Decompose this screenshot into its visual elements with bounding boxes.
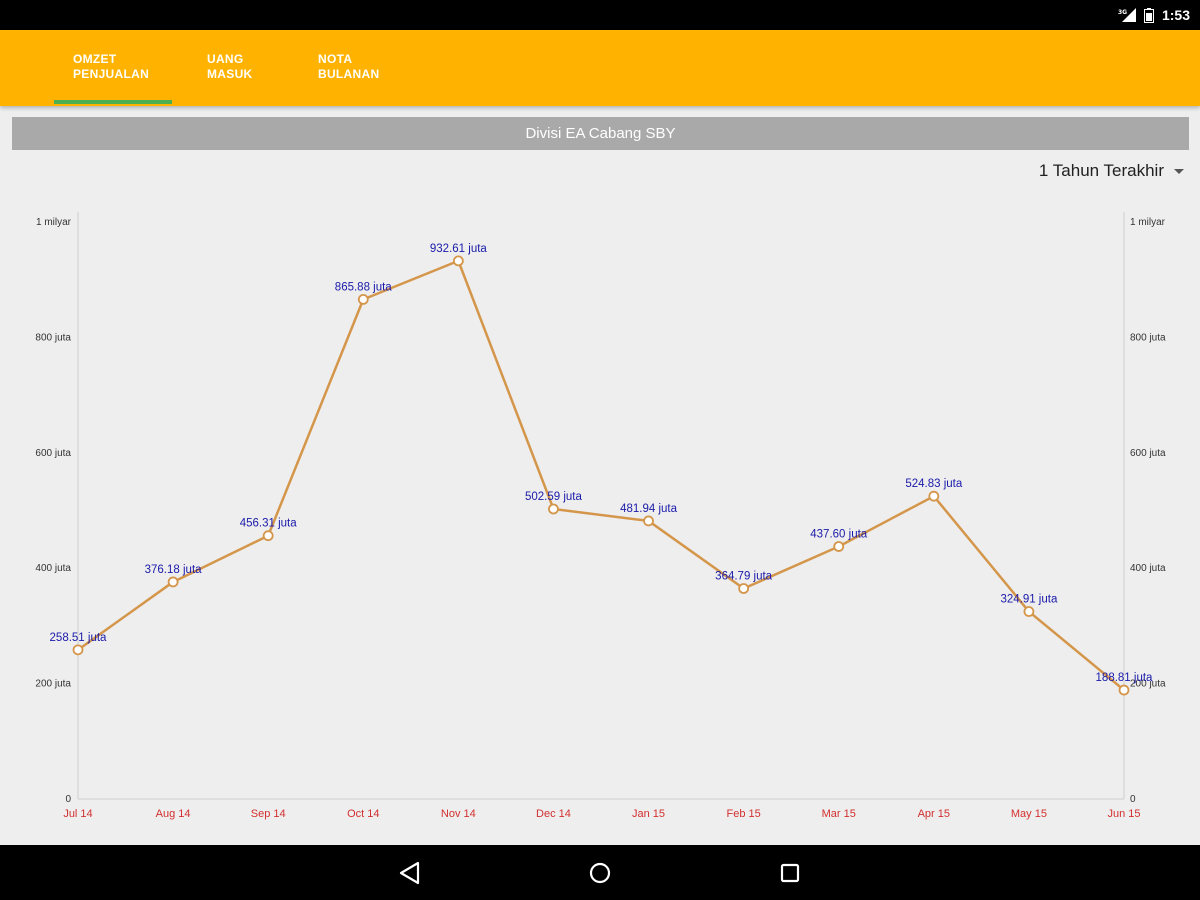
data-point xyxy=(643,515,654,527)
signal-icon: 3G xyxy=(1118,8,1136,22)
data-label: 524.83 juta xyxy=(905,478,963,490)
period-selected: 1 Tahun Terakhir xyxy=(1038,161,1164,180)
data-label: 437.60 juta xyxy=(810,529,868,541)
data-label: 258.51 juta xyxy=(50,632,108,644)
y-tick-label-right: 0 xyxy=(1130,794,1136,805)
tab-label: NOTA BULANAN xyxy=(318,52,380,81)
tab-label: OMZET PENJUALAN xyxy=(73,52,150,81)
recents-icon[interactable] xyxy=(776,859,804,887)
x-tick-label: Jul 14 xyxy=(63,808,92,820)
y-tick-label-left: 200 juta xyxy=(35,679,71,690)
y-tick-label-right: 200 juta xyxy=(1130,679,1166,690)
battery-icon xyxy=(1143,7,1154,23)
data-point xyxy=(357,293,369,305)
tab-label: UANG MASUK xyxy=(207,52,253,81)
y-tick-label-left: 400 juta xyxy=(35,563,71,574)
data-label: 324.91 juta xyxy=(1000,594,1058,606)
y-tick-label-right: 400 juta xyxy=(1130,563,1166,574)
home-icon[interactable] xyxy=(586,859,614,887)
x-tick-label: Aug 14 xyxy=(156,808,191,820)
data-label: 932.61 juta xyxy=(430,243,488,255)
data-point xyxy=(72,644,84,656)
data-label: 376.18 juta xyxy=(145,564,203,576)
x-tick-label: Sep 14 xyxy=(251,808,286,820)
dropdown-arrow-icon xyxy=(1174,168,1184,174)
data-point xyxy=(1023,606,1035,617)
data-label: 456.31 juta xyxy=(240,518,298,530)
series-line xyxy=(77,259,1125,692)
navigation-bar xyxy=(0,845,1200,900)
x-tick-label: Oct 14 xyxy=(347,808,379,820)
data-point xyxy=(548,503,559,515)
tab-uang-masuk[interactable]: UANG MASUK xyxy=(207,30,307,106)
y-tick-label-left: 1 milyar xyxy=(36,217,72,228)
data-point xyxy=(262,530,274,542)
data-label: 502.59 juta xyxy=(525,491,583,503)
back-icon[interactable] xyxy=(396,859,424,887)
x-tick-label: Apr 15 xyxy=(918,808,950,820)
data-point xyxy=(1118,684,1130,696)
data-point xyxy=(833,541,845,552)
x-tick-label: Nov 14 xyxy=(441,808,476,820)
y-tick-label-left: 0 xyxy=(65,794,71,805)
status-icons: 3G 1:53 xyxy=(1118,0,1190,30)
x-tick-label: May 15 xyxy=(1011,808,1047,820)
network-label: 3G xyxy=(1118,9,1127,16)
data-label: 188.81 juta xyxy=(1096,672,1154,684)
division-title: Divisi EA Cabang SBY xyxy=(12,117,1189,150)
data-point xyxy=(167,576,179,588)
y-tick-label-right: 1 milyar xyxy=(1130,217,1166,228)
tab-nota-bulanan[interactable]: NOTA BULANAN xyxy=(318,30,418,106)
data-point xyxy=(738,583,750,594)
status-bar: 3G 1:53 xyxy=(0,0,1200,30)
tab-omzet-penjualan[interactable]: OMZET PENJUALAN xyxy=(73,30,173,106)
app-bar: OMZET PENJUALAN UANG MASUK NOTA BULANAN xyxy=(0,30,1200,106)
data-label: 481.94 juta xyxy=(620,503,678,515)
x-tick-label: Mar 15 xyxy=(822,808,856,820)
y-tick-label-left: 600 juta xyxy=(35,448,71,459)
chart-svg: 0 0 200 juta 200 juta 400 juta 400 juta 600 ju… xyxy=(35,212,1166,820)
y-tick-label-right: 600 juta xyxy=(1130,448,1166,459)
x-tick-label: Feb 15 xyxy=(727,808,761,820)
period-dropdown[interactable]: 1 Tahun Terakhir xyxy=(1039,158,1184,184)
data-label: 865.88 juta xyxy=(335,281,393,293)
sales-line-chart: 0 0 200 juta 200 juta 400 juta 400 juta 600 ju… xyxy=(0,195,1200,835)
data-point xyxy=(452,255,464,267)
x-tick-label: Dec 14 xyxy=(536,808,571,820)
y-tick-label-left: 800 juta xyxy=(35,332,71,343)
data-point xyxy=(928,490,940,502)
clock: 1:53 xyxy=(1161,7,1190,23)
x-tick-label: Jan 15 xyxy=(632,808,665,820)
data-label: 364.79 juta xyxy=(715,571,773,583)
active-tab-indicator xyxy=(54,100,172,104)
x-tick-label: Jun 15 xyxy=(1107,808,1140,820)
y-tick-label-right: 800 juta xyxy=(1130,332,1166,343)
